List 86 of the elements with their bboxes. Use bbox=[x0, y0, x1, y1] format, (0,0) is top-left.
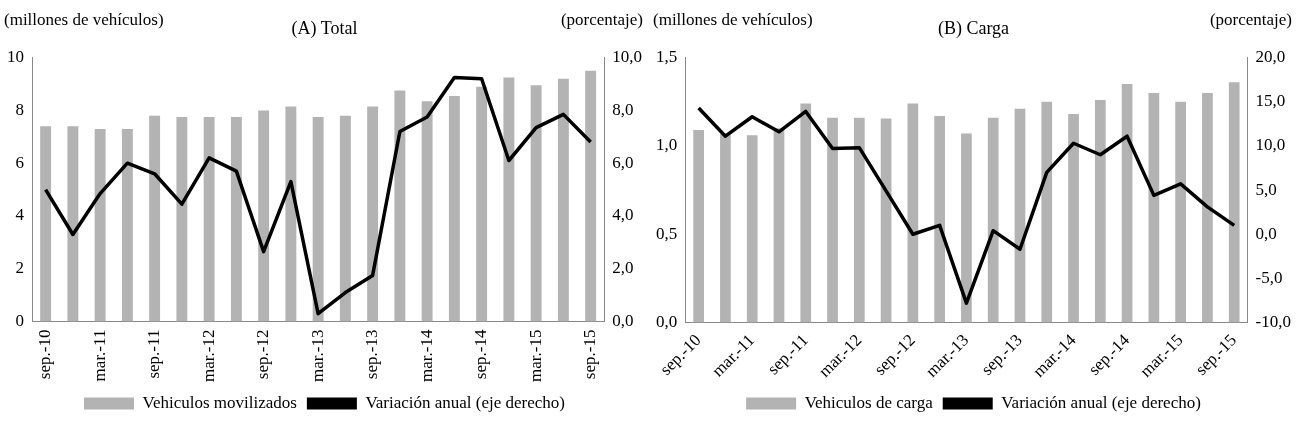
y2-axis-title: (porcentaje) bbox=[560, 10, 643, 30]
legend-label: Vehiculos de carga bbox=[804, 392, 934, 412]
bar bbox=[907, 103, 919, 323]
x-tick-label: mar.-14 bbox=[416, 329, 436, 382]
bar bbox=[149, 115, 161, 322]
x-tick-label: mar.-15 bbox=[525, 329, 545, 382]
y-tick-label: 4 bbox=[15, 205, 25, 225]
y-tick-label: 0,5 bbox=[656, 223, 678, 243]
bar bbox=[503, 77, 515, 322]
bar bbox=[853, 117, 865, 323]
bar bbox=[476, 86, 488, 322]
y2-axis-title: (porcentaje) bbox=[1209, 10, 1292, 30]
bar bbox=[827, 117, 838, 323]
y2-tick-label: 15,0 bbox=[1255, 91, 1286, 111]
bar bbox=[40, 126, 52, 322]
bar bbox=[1041, 101, 1053, 323]
bar bbox=[121, 128, 133, 322]
bar bbox=[746, 135, 758, 323]
bar bbox=[312, 117, 324, 322]
bar bbox=[934, 115, 945, 323]
bar bbox=[585, 70, 597, 322]
y-axis-title: (millones de vehículos) bbox=[4, 10, 164, 30]
y-tick-label: 10 bbox=[7, 47, 24, 67]
chart-title: (A) Total bbox=[291, 17, 358, 39]
y2-tick-label: 4,0 bbox=[612, 205, 634, 225]
bar bbox=[880, 118, 892, 323]
bar bbox=[285, 106, 297, 322]
bar bbox=[448, 95, 460, 322]
x-tick-label: mar.-11 bbox=[89, 329, 109, 382]
bar bbox=[203, 117, 215, 322]
bar bbox=[1228, 82, 1240, 323]
bar bbox=[1068, 114, 1079, 323]
bar bbox=[693, 130, 704, 323]
bar bbox=[176, 117, 188, 322]
bar bbox=[961, 133, 972, 323]
x-tick-label: sep.-15 bbox=[580, 329, 600, 380]
y-tick-label: 8 bbox=[15, 99, 24, 119]
y2-tick-label: 10,0 bbox=[1255, 135, 1286, 155]
y2-tick-label: 0,0 bbox=[612, 311, 634, 331]
bar bbox=[94, 128, 106, 322]
bar bbox=[1202, 92, 1213, 323]
bar bbox=[530, 85, 542, 322]
x-tick-label: sep.-12 bbox=[253, 329, 273, 380]
y2-tick-label: 0,0 bbox=[1255, 223, 1277, 243]
y-tick-label: 1,0 bbox=[656, 135, 678, 155]
bar bbox=[258, 110, 270, 322]
bar bbox=[987, 117, 999, 323]
bar bbox=[394, 90, 406, 322]
bar bbox=[557, 78, 569, 322]
y-axis-title: (millones de vehículos) bbox=[653, 10, 813, 30]
y2-tick-label: 6,0 bbox=[612, 152, 634, 172]
bar bbox=[1175, 101, 1186, 323]
x-tick-label: sep.-11 bbox=[144, 329, 164, 379]
y2-tick-label: 2,0 bbox=[612, 258, 634, 278]
bar bbox=[1121, 84, 1133, 323]
x-tick-label: sep.-13 bbox=[362, 329, 382, 380]
legend-label: Variación anual (eje derecho) bbox=[1001, 392, 1201, 412]
bar bbox=[367, 106, 379, 322]
y-tick-label: 0,0 bbox=[656, 311, 678, 331]
bar bbox=[67, 126, 79, 322]
bar bbox=[1148, 92, 1160, 323]
bar bbox=[1094, 99, 1106, 323]
x-tick-label: sep.-10 bbox=[35, 329, 55, 380]
legend-label: Variación anual (eje derecho) bbox=[365, 392, 566, 412]
y-tick-label: 6 bbox=[15, 152, 24, 172]
y2-tick-label: 5,0 bbox=[1255, 179, 1277, 199]
y2-tick-label: -5,0 bbox=[1255, 267, 1283, 287]
bar bbox=[421, 101, 433, 322]
y-tick-label: 2 bbox=[15, 258, 24, 278]
bar bbox=[339, 115, 351, 322]
y2-tick-label: 20,0 bbox=[1255, 47, 1286, 67]
bar bbox=[1014, 108, 1026, 323]
bar bbox=[773, 128, 785, 323]
x-tick-label: mar.-12 bbox=[198, 329, 218, 382]
bar bbox=[230, 117, 242, 322]
y2-tick-label: 8,0 bbox=[612, 99, 634, 119]
bar bbox=[720, 133, 731, 323]
bar bbox=[800, 103, 812, 323]
x-tick-label: mar.-13 bbox=[307, 329, 327, 382]
y-tick-label: 1,5 bbox=[656, 47, 678, 67]
legend-label: Vehiculos movilizados bbox=[142, 392, 297, 412]
y2-tick-label: 10,0 bbox=[612, 47, 642, 67]
y2-tick-label: -10,0 bbox=[1255, 311, 1292, 331]
chart-title: (B) Carga bbox=[937, 17, 1010, 39]
y-tick-label: 0 bbox=[15, 311, 24, 331]
x-tick-label: sep.-14 bbox=[471, 329, 491, 380]
